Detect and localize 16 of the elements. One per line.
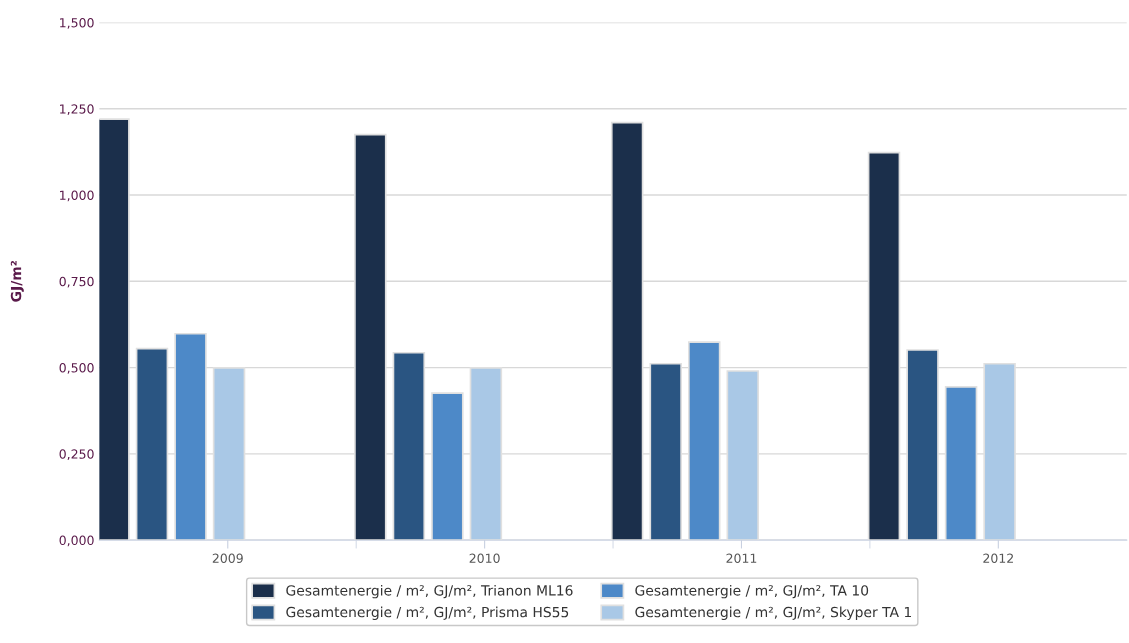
legend-label: Gesamtenergie / m², GJ/m², Prisma HS55 <box>286 606 569 621</box>
legend-label: Gesamtenergie / m², GJ/m², TA 10 <box>635 584 869 599</box>
x-tick-label: 2010 <box>469 553 500 563</box>
legend-label: Gesamtenergie / m², GJ/m², Skyper TA 1 <box>635 606 911 621</box>
y-axis-title: GJ/m² <box>10 260 24 302</box>
y-tick-label: 1,250 <box>60 104 94 115</box>
x-tick-label: 2011 <box>726 553 757 563</box>
y-tick-label: 1,500 <box>60 17 94 29</box>
y-tick-label: 0,250 <box>59 449 94 461</box>
y-tick-label: 1,000 <box>60 190 94 202</box>
y-tick-label: 0,500 <box>59 363 94 374</box>
y-tick-label: 0,750 <box>59 276 94 288</box>
x-tick-label: 2009 <box>212 553 243 563</box>
y-tick-label: 0,000 <box>59 535 94 547</box>
legend-label: Gesamtenergie / m², GJ/m², Trianon ML16 <box>286 584 573 599</box>
x-tick-label: 2012 <box>983 553 1013 563</box>
